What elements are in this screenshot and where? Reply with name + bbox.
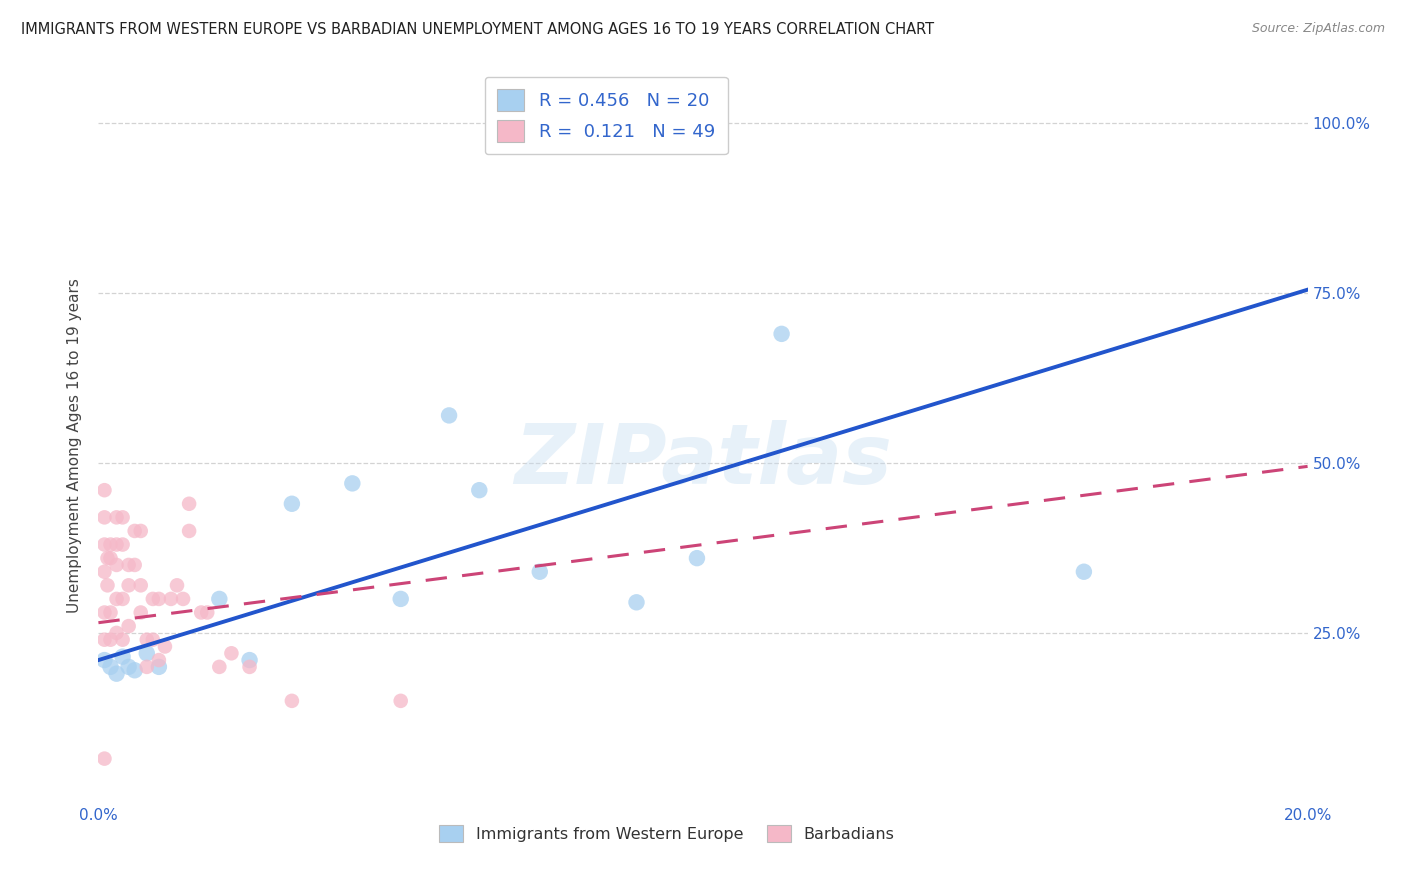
- Point: [239, 660, 262, 674]
- Point: [529, 565, 551, 579]
- Point: [195, 606, 218, 620]
- Point: [437, 409, 460, 423]
- Text: IMMIGRANTS FROM WESTERN EUROPE VS BARBADIAN UNEMPLOYMENT AMONG AGES 16 TO 19 YEA: IMMIGRANTS FROM WESTERN EUROPE VS BARBAD…: [21, 22, 934, 37]
- Point: [105, 537, 128, 551]
- Point: [105, 626, 128, 640]
- Point: [100, 537, 122, 551]
- Point: [172, 591, 194, 606]
- Point: [281, 497, 304, 511]
- Point: [93, 483, 115, 498]
- Point: [93, 751, 115, 765]
- Point: [93, 510, 115, 524]
- Point: [105, 558, 128, 572]
- Point: [208, 660, 231, 674]
- Point: [153, 640, 176, 654]
- Point: [135, 660, 157, 674]
- Point: [105, 510, 128, 524]
- Text: Source: ZipAtlas.com: Source: ZipAtlas.com: [1251, 22, 1385, 36]
- Point: [96, 551, 118, 566]
- Point: [100, 606, 122, 620]
- Legend: Immigrants from Western Europe, Barbadians: Immigrants from Western Europe, Barbadia…: [433, 818, 901, 848]
- Point: [166, 578, 188, 592]
- Point: [626, 595, 648, 609]
- Point: [93, 537, 115, 551]
- Point: [105, 666, 128, 681]
- Point: [239, 653, 262, 667]
- Point: [111, 632, 134, 647]
- Point: [111, 591, 134, 606]
- Point: [129, 606, 152, 620]
- Point: [142, 591, 165, 606]
- Point: [148, 653, 170, 667]
- Point: [118, 578, 141, 592]
- Point: [93, 632, 115, 647]
- Point: [118, 558, 141, 572]
- Point: [118, 660, 141, 674]
- Point: [96, 578, 118, 592]
- Point: [281, 694, 304, 708]
- Point: [1073, 565, 1095, 579]
- Point: [129, 578, 152, 592]
- Point: [468, 483, 491, 498]
- Point: [93, 606, 115, 620]
- Point: [100, 660, 122, 674]
- Point: [105, 591, 128, 606]
- Point: [179, 524, 201, 538]
- Y-axis label: Unemployment Among Ages 16 to 19 years: Unemployment Among Ages 16 to 19 years: [67, 278, 83, 614]
- Point: [124, 558, 146, 572]
- Point: [93, 565, 115, 579]
- Point: [111, 510, 134, 524]
- Point: [160, 591, 183, 606]
- Point: [208, 591, 231, 606]
- Point: [124, 524, 146, 538]
- Point: [342, 476, 364, 491]
- Point: [111, 537, 134, 551]
- Point: [389, 591, 412, 606]
- Point: [190, 606, 212, 620]
- Point: [129, 524, 152, 538]
- Point: [118, 619, 141, 633]
- Point: [148, 591, 170, 606]
- Point: [100, 551, 122, 566]
- Point: [135, 646, 157, 660]
- Text: ZIPatlas: ZIPatlas: [515, 420, 891, 500]
- Point: [389, 694, 412, 708]
- Point: [179, 497, 201, 511]
- Point: [100, 632, 122, 647]
- Point: [686, 551, 709, 566]
- Point: [148, 660, 170, 674]
- Point: [93, 653, 115, 667]
- Point: [142, 632, 165, 647]
- Point: [135, 632, 157, 647]
- Point: [770, 326, 793, 341]
- Point: [221, 646, 243, 660]
- Point: [111, 649, 134, 664]
- Point: [124, 663, 146, 677]
